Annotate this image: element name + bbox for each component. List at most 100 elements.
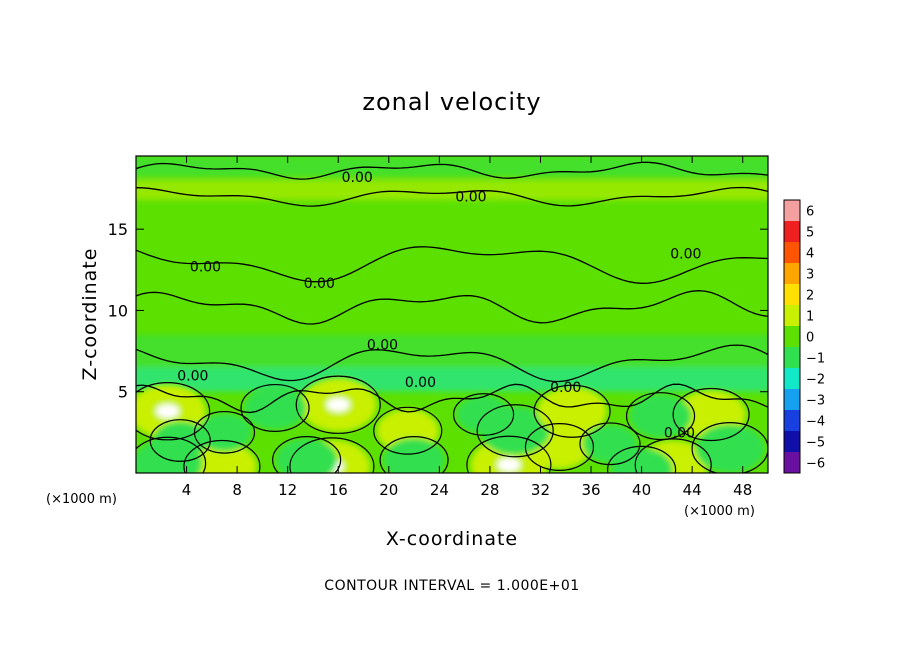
contour-ring: [373, 406, 443, 455]
contour-labels: 0.00 0.00 0.00 0.00 0.00 0.00 0.00 0.00 0.00 0.00: [177, 170, 701, 441]
y-tick-label: 10: [108, 301, 128, 320]
field-blob: [383, 438, 445, 473]
contour-interval-note: CONTOUR INTERVAL = 1.000E+01: [324, 578, 580, 594]
x-tick-label: 44: [683, 481, 702, 499]
colorbar-label: −1: [806, 352, 825, 367]
contour-ring: [183, 439, 261, 473]
colorbar-label: 0: [806, 331, 814, 346]
contour-label: 0.00: [177, 368, 208, 384]
contour-label: 0.00: [550, 380, 581, 396]
colorbar-label: −2: [806, 373, 825, 388]
y-tick-label: 15: [108, 220, 128, 239]
contour-label: 0.00: [455, 190, 486, 206]
contour-line: [136, 186, 768, 207]
contour-ring: [634, 438, 712, 473]
colorbar-label: 2: [806, 289, 814, 304]
y-axis-label: Z-coordinate: [79, 247, 101, 381]
contour-ring: [453, 393, 515, 436]
contour-ring: [295, 375, 381, 434]
contour-ring: [691, 422, 768, 473]
colorbar-label: 4: [806, 247, 814, 262]
zero-contour-lines: [136, 161, 768, 473]
field-band: [136, 180, 768, 200]
y-axis: 5 10 15: [108, 220, 768, 402]
x-tick-label: 4: [182, 481, 192, 499]
contour-ring: [579, 422, 641, 466]
contour-label: 0.00: [670, 247, 701, 263]
colorbar: 6 5 4 3 2 1 0 −1 −2 −3 −4 −5 −6: [783, 199, 825, 474]
contour-line: [136, 246, 768, 284]
colorbar-swatch: [784, 410, 800, 431]
colorbar-label: 5: [806, 226, 814, 241]
x-unit-label-right: (×1000 m): [684, 504, 755, 519]
contour-line: [136, 161, 768, 180]
x-tick-label: 20: [379, 481, 398, 499]
colorbar-swatch: [784, 347, 800, 368]
contour-ring: [136, 382, 211, 441]
x-tick-label: 40: [632, 481, 651, 499]
contour-ring: [533, 384, 611, 438]
colorbar-swatch: [784, 389, 800, 410]
contour-line: [136, 290, 768, 325]
contour-label: 0.00: [405, 375, 436, 391]
contour-ring: [193, 410, 256, 454]
contour-ring: [524, 422, 595, 471]
x-axis-label: X-coordinate: [385, 528, 519, 550]
contour-ring: [240, 383, 310, 432]
x-tick-label: 8: [232, 481, 242, 499]
x-tick-label: 32: [531, 481, 550, 499]
colorbar-swatch: [784, 200, 800, 221]
y-tick-label: 5: [118, 383, 128, 402]
x-unit-label-left: (×1000 m): [46, 492, 117, 507]
contour-label: 0.00: [190, 260, 221, 276]
contour-ring: [379, 436, 449, 473]
colorbar-swatch: [784, 305, 800, 326]
colorbar-swatch: [784, 263, 800, 284]
colorbar-swatch: [784, 452, 800, 473]
x-tick-label: 24: [430, 481, 449, 499]
colorbar-label: −4: [806, 415, 825, 430]
field-blob: [275, 438, 338, 473]
contour-label: 0.00: [664, 425, 695, 441]
x-tick-label: 36: [581, 481, 600, 499]
contour-ring: [289, 437, 375, 473]
x-axis: 4 8 12 16 20 24 28 32 36 40 44 48: [182, 156, 752, 499]
field-blob: [610, 448, 673, 473]
field-peak: [497, 457, 521, 472]
colorbar-swatch: [784, 221, 800, 242]
field-band: [136, 212, 768, 238]
x-tick-label: 16: [329, 481, 348, 499]
colorbar-label: 3: [806, 268, 814, 283]
plot-area: [136, 156, 768, 473]
chart-title: zonal velocity: [362, 88, 542, 116]
contour-ring: [466, 435, 552, 473]
contour-ring: [272, 436, 342, 473]
contour-ring: [672, 387, 750, 442]
field-peak: [326, 397, 350, 412]
field-blob: [197, 413, 252, 452]
colorbar-label: −5: [806, 436, 825, 451]
x-tick-label: 28: [480, 481, 499, 499]
contour-ring: [476, 404, 554, 458]
contour-label: 0.00: [367, 338, 398, 354]
colorbar-label: −6: [806, 457, 825, 472]
x-tick-label: 48: [733, 481, 752, 499]
field-blob: [244, 386, 306, 430]
field-band: [136, 334, 768, 368]
contour-ring: [136, 436, 207, 473]
colorbar-swatch: [784, 326, 800, 347]
field-peak: [155, 404, 180, 419]
colorbar-swatch: [784, 368, 800, 389]
field-band: [136, 156, 768, 178]
colorbar-swatch: [784, 284, 800, 305]
field-blob: [456, 395, 511, 434]
field-band: [136, 367, 768, 392]
colorbar-swatch: [784, 431, 800, 452]
contour-line: [136, 344, 768, 383]
colorbar-label: 1: [806, 310, 814, 325]
field-blob: [695, 424, 765, 473]
contour-label: 0.00: [304, 276, 335, 292]
contour-ring: [607, 445, 677, 473]
x-tick-label: 12: [278, 481, 297, 499]
